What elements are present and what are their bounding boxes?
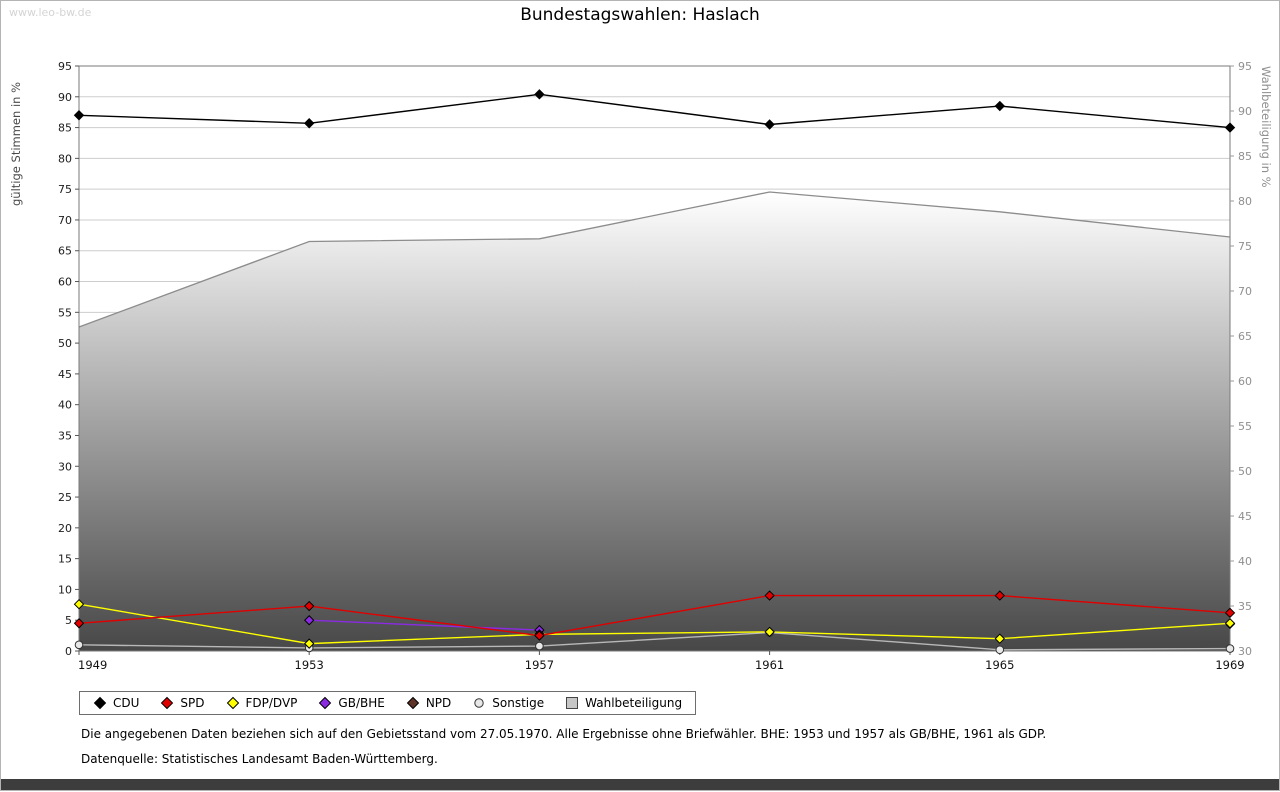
x-tick-label: 1957 bbox=[525, 658, 554, 672]
left-tick-label: 60 bbox=[58, 276, 72, 289]
footnote-gebietsstand: Die angegebenen Daten beziehen sich auf … bbox=[81, 727, 1047, 741]
marker-sonstige bbox=[74, 640, 84, 650]
legend-label-wahlbeteiligung: Wahlbeteiligung bbox=[585, 696, 683, 710]
right-tick-label: 60 bbox=[1238, 375, 1252, 388]
left-tick-label: 70 bbox=[58, 214, 72, 227]
sonstige-marker-icon bbox=[474, 698, 484, 708]
marker-cdu bbox=[1224, 122, 1236, 133]
legend-item-gb-bhe: GB/BHE bbox=[318, 696, 385, 710]
right-tick-label: 70 bbox=[1238, 285, 1252, 298]
left-tick-label: 40 bbox=[58, 399, 72, 412]
marker-fdp-dvp bbox=[994, 633, 1006, 644]
left-tick-label: 50 bbox=[58, 337, 72, 350]
marker-spd bbox=[303, 600, 315, 612]
legend-item-sonstige: Sonstige bbox=[472, 696, 544, 710]
marker-fdp-dvp bbox=[1224, 618, 1236, 629]
legend-item-spd: SPD bbox=[160, 696, 205, 710]
plot-frame bbox=[78, 65, 1231, 652]
right-tick-label: 95 bbox=[1238, 60, 1252, 73]
marker-spd bbox=[764, 590, 775, 601]
right-tick-label: 65 bbox=[1238, 330, 1252, 343]
legend-label-sonstige: Sonstige bbox=[492, 696, 545, 710]
x-tick-label: 1961 bbox=[755, 658, 784, 672]
legend-label-spd: SPD bbox=[180, 696, 205, 710]
npd-marker-icon bbox=[406, 696, 420, 710]
line-fdp-dvp bbox=[78, 603, 1231, 645]
right-tick-label: 35 bbox=[1238, 600, 1252, 613]
left-tick-label: 0 bbox=[65, 645, 72, 658]
left-tick-label: 80 bbox=[58, 152, 72, 165]
right-tick-label: 90 bbox=[1238, 105, 1252, 118]
marker-fdp-dvp bbox=[73, 598, 85, 610]
footnote-datenquelle: Datenquelle: Statistisches Landesamt Bad… bbox=[81, 752, 438, 766]
left-tick-label: 45 bbox=[58, 368, 72, 381]
right-tick-label: 75 bbox=[1238, 240, 1252, 253]
left-tick-label: 35 bbox=[58, 429, 72, 442]
legend-label-npd: NPD bbox=[425, 696, 452, 710]
marker-fdp-dvp bbox=[764, 626, 775, 638]
marker-cdu bbox=[994, 100, 1006, 112]
marker-gb-bhe bbox=[303, 615, 315, 626]
left-tick-label: 65 bbox=[58, 245, 72, 258]
right-tick-label: 45 bbox=[1238, 510, 1252, 523]
watermark: www.leo-bw.de bbox=[9, 6, 92, 19]
area-outline bbox=[78, 191, 1231, 328]
right-tick-label: 30 bbox=[1238, 645, 1252, 658]
marker-spd bbox=[73, 618, 85, 629]
left-tick-label: 10 bbox=[58, 583, 72, 596]
marker-cdu bbox=[764, 119, 775, 130]
marker-cdu bbox=[534, 89, 545, 100]
marker-sonstige bbox=[995, 645, 1005, 655]
left-tick-label: 55 bbox=[58, 306, 72, 319]
marker-spd bbox=[534, 630, 545, 641]
spd-marker-icon bbox=[161, 696, 174, 710]
wahlbeteiligung-marker-icon bbox=[566, 697, 579, 709]
marker-spd bbox=[1224, 607, 1236, 619]
left-tick-label: 75 bbox=[58, 183, 72, 196]
x-tick-label: 1965 bbox=[985, 658, 1014, 672]
line-spd bbox=[78, 594, 1231, 637]
marker-cdu bbox=[303, 118, 315, 129]
legend-label-fdp-dvp: FDP/DVP bbox=[245, 696, 298, 710]
right-tick-label: 50 bbox=[1238, 465, 1252, 478]
marker-sonstige bbox=[535, 641, 544, 651]
x-tick-label: 1949 bbox=[78, 658, 107, 672]
legend-item-fdp-dvp: FDP/DVP bbox=[226, 696, 298, 710]
legend-item-wahlbeteiligung: Wahlbeteiligung bbox=[565, 696, 682, 710]
x-tick-label: 1953 bbox=[295, 658, 324, 672]
left-tick-label: 25 bbox=[58, 491, 72, 504]
area-wahlbeteiligung bbox=[79, 192, 1230, 651]
line-sonstige bbox=[78, 631, 1231, 651]
marker-sonstige bbox=[1225, 644, 1235, 653]
marker-cdu bbox=[73, 110, 85, 121]
marker-fdp-dvp bbox=[303, 638, 315, 649]
legend-label-gb-bhe: GB/BHE bbox=[338, 696, 385, 710]
legend-label-cdu: CDU bbox=[113, 696, 140, 710]
line-cdu bbox=[78, 93, 1231, 129]
bottom-bar bbox=[1, 779, 1279, 790]
right-tick-label: 55 bbox=[1238, 420, 1252, 433]
legend: CDU SPD FDP/DVP GB/BHE NPD Sonstige Wahlbeteil… bbox=[79, 691, 697, 715]
right-tick-label: 80 bbox=[1238, 195, 1252, 208]
cdu-marker-icon bbox=[93, 696, 107, 710]
left-tick-label: 15 bbox=[58, 553, 72, 566]
right-tick-label: 40 bbox=[1238, 555, 1252, 568]
line-gb-bhe bbox=[309, 619, 540, 631]
left-tick-label: 85 bbox=[58, 122, 72, 135]
x-tick-label: 1969 bbox=[1215, 658, 1244, 672]
left-tick-label: 30 bbox=[58, 460, 72, 473]
legend-item-npd: NPD bbox=[406, 696, 451, 710]
legend-item-cdu: CDU bbox=[93, 696, 139, 710]
fdp-dvp-marker-icon bbox=[226, 696, 239, 710]
page-title: Bundestagswahlen: Haslach bbox=[520, 5, 760, 25]
right-tick-label: 85 bbox=[1238, 150, 1252, 163]
left-tick-label: 95 bbox=[58, 60, 72, 73]
gb-bhe-marker-icon bbox=[319, 696, 332, 710]
marker-spd bbox=[994, 590, 1006, 601]
left-tick-label: 20 bbox=[58, 522, 72, 535]
left-tick-label: 90 bbox=[58, 91, 72, 104]
left-tick-label: 5 bbox=[65, 614, 72, 627]
